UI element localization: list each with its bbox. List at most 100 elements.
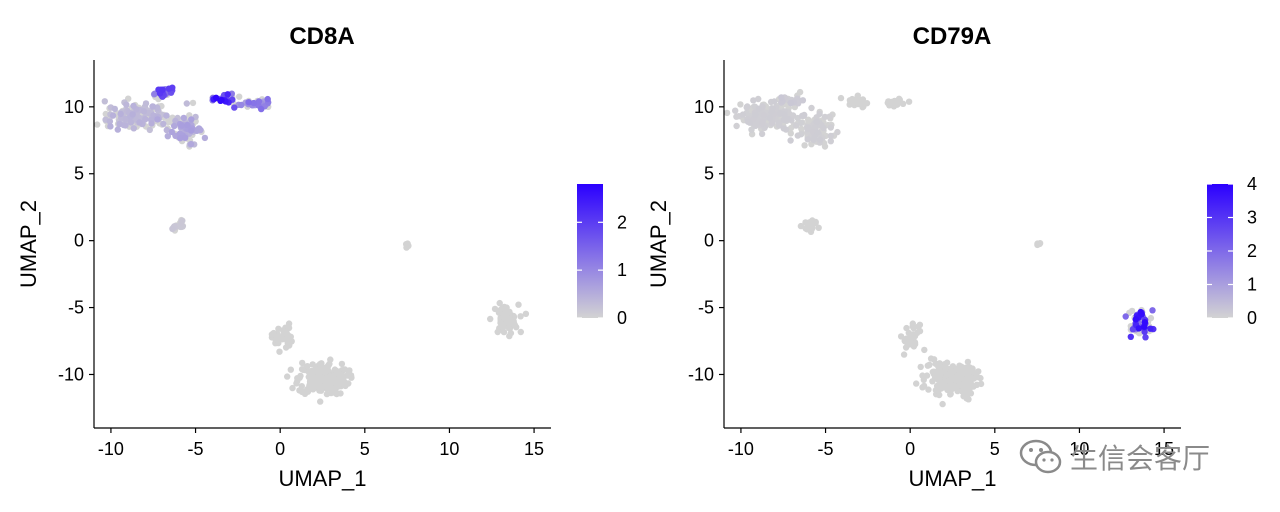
scatter-point xyxy=(733,122,740,130)
scatter-point xyxy=(182,134,189,141)
x-tick-label: 15 xyxy=(1154,439,1174,459)
scatter-point xyxy=(804,226,811,233)
scatter-point xyxy=(973,381,980,388)
scatter-point xyxy=(304,363,311,370)
scatter-point xyxy=(915,323,922,330)
x-tick-label: 15 xyxy=(524,439,544,459)
scatter-point xyxy=(495,309,503,316)
scatter-point xyxy=(816,136,824,143)
x-tick-label: 0 xyxy=(275,439,285,459)
scatter-point xyxy=(946,382,954,389)
scatter-point xyxy=(750,97,757,104)
scatter-points xyxy=(723,88,1157,408)
scatter-point xyxy=(403,241,410,248)
scatter-point xyxy=(827,138,834,145)
scatter-point xyxy=(798,125,805,132)
scatter-point xyxy=(335,383,342,390)
scatter-point xyxy=(897,333,905,340)
scatter-point xyxy=(1127,333,1135,340)
scatter-point xyxy=(107,123,114,130)
cd8a-panel: CD8A -10 -5 0 5 10 15 -10 -5 0 5 10 UMAP_1 UMAP_2 0 1 2 xyxy=(16,23,627,491)
scatter-point xyxy=(117,110,124,118)
scatter-point xyxy=(1135,325,1143,332)
scatter-point xyxy=(224,91,231,98)
scatter-point xyxy=(284,335,291,342)
scatter-point xyxy=(959,388,966,395)
scatter-point xyxy=(834,128,841,136)
scatter-point xyxy=(936,371,944,379)
scatter-point xyxy=(936,376,943,384)
y-tick-label: -5 xyxy=(698,298,714,318)
scatter-point xyxy=(827,124,834,131)
wechat-icon xyxy=(1019,439,1062,474)
colorbar-tick-label: 1 xyxy=(1247,275,1257,295)
scatter-point xyxy=(337,390,344,397)
scatter-point xyxy=(510,318,517,325)
scatter-point xyxy=(183,100,190,107)
scatter-point xyxy=(809,225,816,232)
scatter-point xyxy=(768,108,775,116)
scatter-point xyxy=(164,133,171,140)
scatter-point xyxy=(330,379,337,386)
scatter-point xyxy=(920,382,928,390)
scatter-point xyxy=(154,116,161,123)
scatter-point xyxy=(837,94,845,102)
scatter-point xyxy=(142,116,149,123)
scatter-point xyxy=(176,135,184,142)
scatter-point xyxy=(231,104,238,111)
scatter-point xyxy=(963,395,970,402)
scatter-point xyxy=(1147,314,1155,322)
scatter-point xyxy=(276,348,283,355)
scatter-point xyxy=(932,386,940,394)
scatter-point xyxy=(799,97,807,104)
scatter-point xyxy=(299,359,306,367)
scatter-point xyxy=(942,384,949,391)
scatter-point xyxy=(328,386,335,394)
scatter-point xyxy=(924,362,931,369)
scatter-point xyxy=(939,400,946,408)
scatter-point xyxy=(184,121,191,129)
scatter-point xyxy=(236,93,243,100)
scatter-point xyxy=(279,327,287,334)
cd79a-panel: CD79A -10 -5 0 5 10 15 -10 -5 0 5 10 UMAP_1 UMAP_2 0 1 2… xyxy=(646,23,1257,491)
scatter-point xyxy=(921,346,928,354)
scatter-point xyxy=(109,112,117,119)
scatter-point xyxy=(739,111,747,118)
scatter-point xyxy=(743,104,750,111)
scatter-point xyxy=(859,104,866,111)
colorbar-tick-label: 2 xyxy=(617,212,627,232)
scatter-point xyxy=(905,338,912,346)
scatter-point xyxy=(1132,316,1140,323)
scatter-point xyxy=(760,111,767,119)
scatter-point xyxy=(797,222,805,230)
scatter-point xyxy=(335,368,342,375)
scatter-point xyxy=(180,114,187,122)
scatter-point xyxy=(810,136,817,143)
scatter-point xyxy=(238,101,245,109)
scatter-point xyxy=(777,110,784,117)
scatter-point xyxy=(287,366,294,373)
x-tick-label: -10 xyxy=(98,439,124,459)
scatter-point xyxy=(140,108,148,115)
scatter-point xyxy=(955,366,963,374)
scatter-point xyxy=(276,335,283,342)
scatter-point xyxy=(766,115,774,122)
scatter-point xyxy=(884,99,891,107)
scatter-point xyxy=(142,100,150,107)
scatter-point xyxy=(826,113,833,120)
y-axis-label: UMAP_2 xyxy=(16,200,41,288)
x-tick-label: -5 xyxy=(818,439,834,459)
scatter-point xyxy=(187,140,195,148)
scatter-point xyxy=(925,386,932,393)
scatter-points xyxy=(94,84,530,405)
scatter-point xyxy=(967,380,974,388)
scatter-point xyxy=(160,120,167,128)
scatter-point xyxy=(916,327,923,335)
scatter-point xyxy=(148,120,155,127)
scatter-point xyxy=(503,304,510,311)
scatter-point xyxy=(340,380,347,388)
x-tick-label: -10 xyxy=(728,439,754,459)
scatter-point xyxy=(338,360,346,368)
scatter-point xyxy=(797,119,805,127)
